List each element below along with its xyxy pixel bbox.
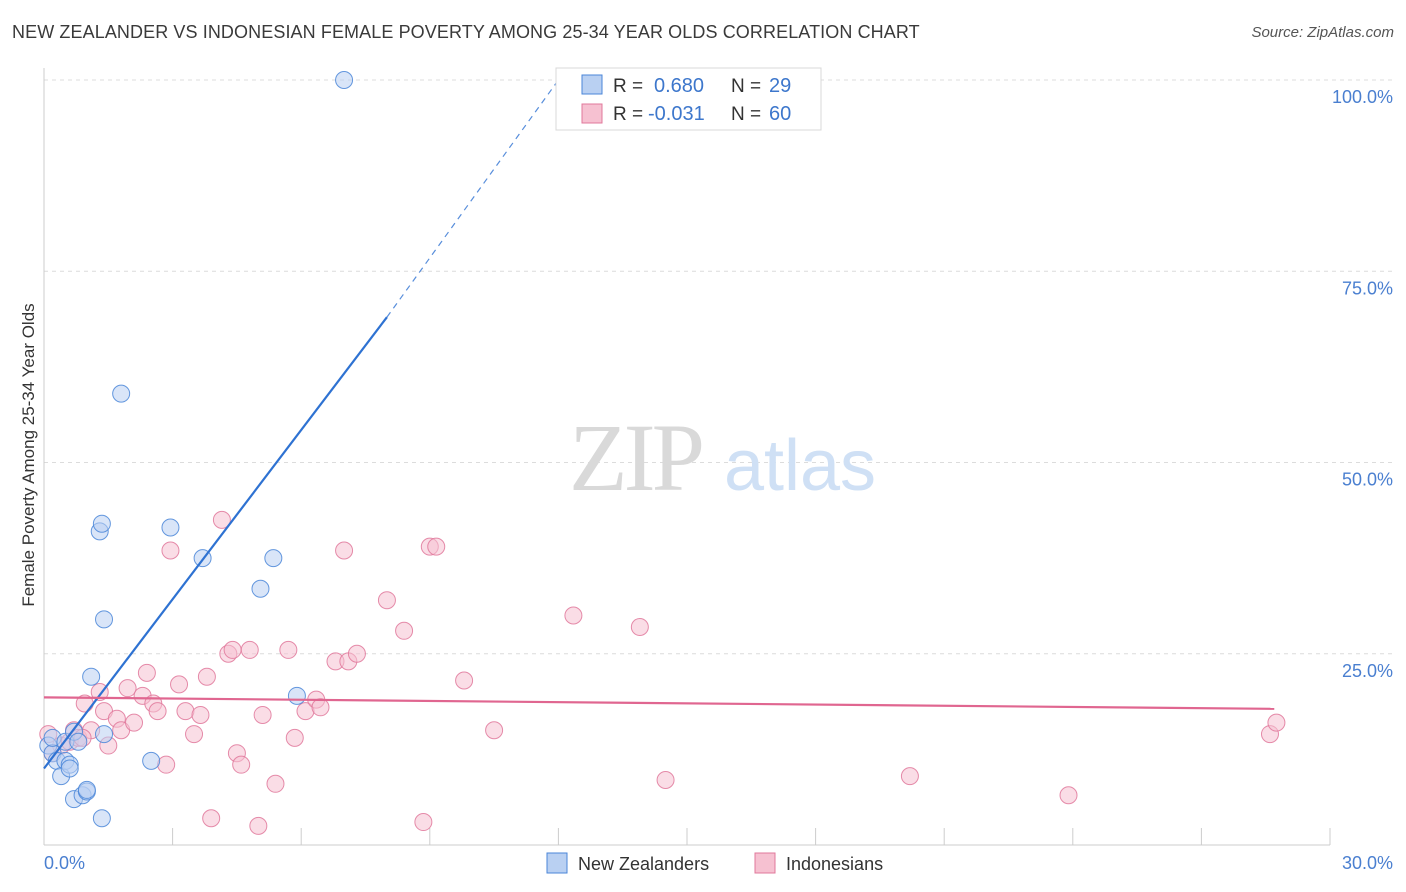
axes-layer [43, 68, 1331, 846]
new-zealanders-point-26 [287, 686, 306, 705]
indonesians-trend-line [43, 696, 1275, 710]
chart-title: NEW ZEALANDER VS INDONESIAN FEMALE POVER… [12, 22, 920, 42]
new-zealanders-trend-extension [386, 79, 559, 318]
watermark-atlas: atlas [724, 426, 876, 506]
indonesians-point-40 [311, 698, 330, 717]
stats-r-value-1: 0.680 [654, 75, 704, 97]
y-tick-label-75: 75.0% [1342, 278, 1393, 298]
new-zealanders-point-10 [69, 732, 88, 751]
new-zealanders-point-22 [161, 518, 180, 537]
new-zealanders-point-21 [142, 751, 161, 770]
new-zealanders-point-19 [92, 809, 111, 828]
stats-r-value-2: -0.031 [648, 103, 705, 125]
new-zealanders-point-24 [251, 579, 270, 598]
stats-n-label-1: N = [731, 76, 761, 97]
stats-legend: R = 0.680 N = 29 R = -0.031 N = 60 [555, 67, 822, 131]
indonesians-point-20 [161, 541, 180, 560]
indonesians-point-33 [249, 816, 268, 835]
stats-r-label-2: R = [613, 104, 643, 125]
watermark: ZIP atlas [569, 404, 876, 511]
indonesians-point-51 [485, 721, 504, 740]
new-zealanders-point-27 [335, 71, 354, 89]
series-legend: New Zealanders Indonesians [546, 852, 883, 874]
stats-r-label-1: R = [613, 76, 643, 97]
tick-labels: 25.0% 50.0% 75.0% 100.0% 0.0% 30.0% [44, 87, 1393, 873]
indonesians-point-35 [266, 774, 285, 793]
y-tick-label-25: 25.0% [1342, 661, 1393, 681]
stats-n-value-2: 60 [769, 103, 791, 125]
indonesians-point-23 [185, 725, 204, 744]
indonesians-point-18 [148, 702, 167, 721]
indonesians-point-54 [656, 770, 675, 789]
indonesians-point-29 [223, 640, 242, 659]
indonesians-point-13 [118, 679, 137, 698]
indonesians-point-55 [900, 767, 919, 786]
new-zealanders-point-18 [95, 610, 114, 629]
indonesians-point-50 [455, 671, 474, 690]
indonesians-point-26 [202, 809, 221, 828]
x-tick-label-max: 30.0% [1342, 853, 1393, 873]
indonesians-point-27 [212, 510, 231, 529]
indonesians-point-34 [253, 705, 272, 724]
legend-label-indonesians: Indonesians [786, 854, 883, 874]
indonesians-point-46 [395, 621, 414, 640]
y-tick-label-50: 50.0% [1342, 470, 1393, 490]
indonesians-point-42 [335, 541, 354, 560]
y-axis-title: Female Poverty Among 25-34 Year Olds [19, 303, 38, 606]
indonesians-point-22 [176, 702, 195, 721]
indonesians-point-37 [285, 728, 304, 747]
new-zealanders-point-17 [92, 514, 111, 533]
indonesians-point-58 [1267, 713, 1286, 732]
new-zealanders-point-14 [77, 780, 96, 799]
indonesians-point-56 [1059, 786, 1078, 805]
stats-legend-swatch-pink [581, 103, 603, 124]
stats-n-label-2: N = [731, 104, 761, 125]
new-zealanders-point-8 [60, 759, 79, 778]
indonesians-point-25 [197, 667, 216, 686]
new-zealanders-point-25 [264, 549, 283, 568]
indonesians-point-36 [279, 640, 298, 659]
stats-legend-swatch-blue [581, 74, 603, 95]
indonesians-point-44 [347, 644, 366, 663]
indonesians-point-21 [170, 675, 189, 694]
y-tick-label-100: 100.0% [1332, 87, 1393, 107]
legend-label-new-zealanders: New Zealanders [578, 854, 709, 874]
watermark-zip: ZIP [569, 404, 702, 511]
new-zealanders-trend-line [43, 316, 388, 770]
indonesians-point-49 [427, 537, 446, 556]
indonesians-point-19 [157, 755, 176, 774]
stats-n-value-1: 29 [769, 75, 791, 97]
new-zealanders-point-20 [112, 384, 131, 403]
indonesians-point-16 [137, 663, 156, 682]
indonesians-point-24 [191, 705, 210, 724]
new-zealanders-point-15 [82, 667, 101, 686]
indonesians-point-31 [232, 755, 251, 774]
trend-layer [43, 79, 1275, 770]
indonesians-point-52 [564, 606, 583, 625]
legend-swatch-new-zealanders [546, 852, 568, 874]
points-layer [39, 71, 1286, 835]
new-zealanders-point-28 [95, 725, 114, 744]
chart-source: Source: ZipAtlas.com [1251, 24, 1394, 41]
legend-swatch-indonesians [754, 852, 776, 874]
indonesians-point-14 [125, 713, 144, 732]
indonesians-point-53 [630, 617, 649, 636]
x-tick-label-min: 0.0% [44, 853, 85, 873]
indonesians-point-45 [377, 591, 396, 610]
grid-layer [44, 79, 1395, 655]
indonesians-point-32 [240, 640, 259, 659]
indonesians-point-47 [414, 813, 433, 832]
